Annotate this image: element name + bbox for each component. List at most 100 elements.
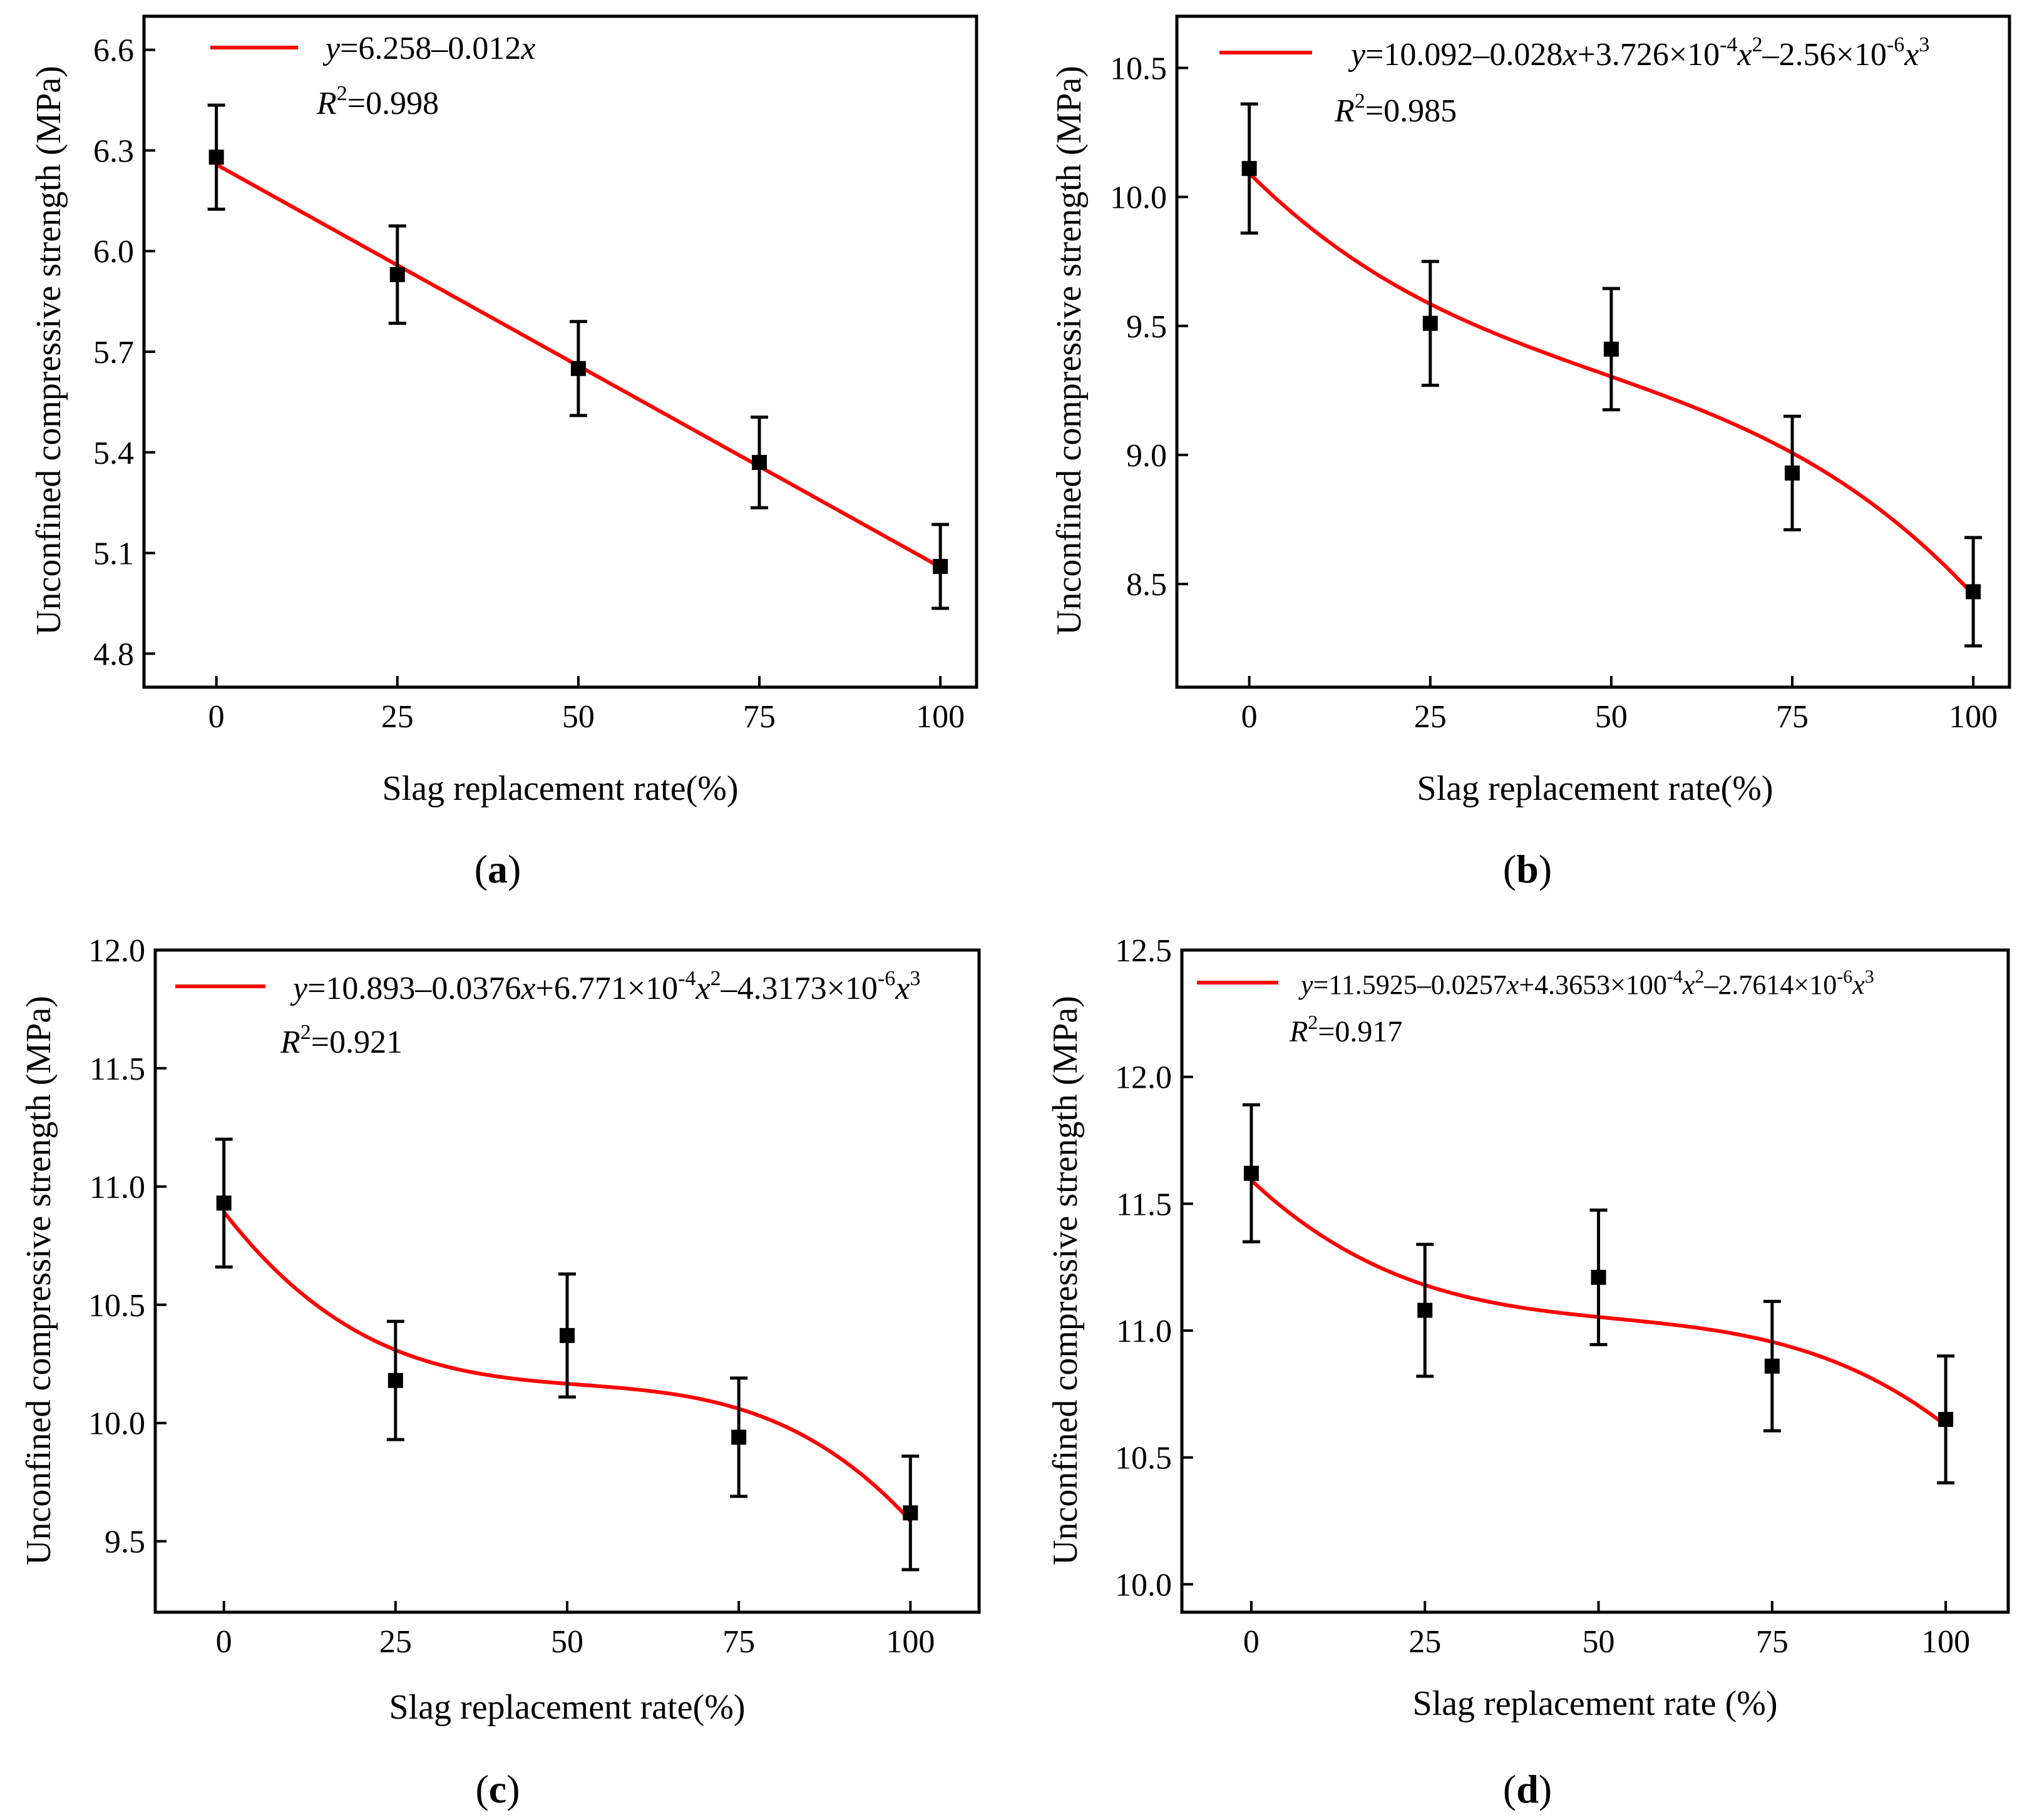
x-tick-label: 50 <box>551 1624 583 1660</box>
x-tick-label: 50 <box>1583 1624 1615 1660</box>
y-tick-label: 8.5 <box>1126 567 1167 603</box>
data-point <box>1785 465 1800 481</box>
panel-letter: d <box>1516 1767 1539 1811</box>
y-tick-label: 9.5 <box>105 1525 145 1560</box>
y-tick-label: 10.5 <box>88 1288 145 1324</box>
x-tick-label: 75 <box>743 699 776 735</box>
panel-caption: (b) <box>1503 847 1552 891</box>
legend-equation: y=10.893–0.0376x+6.771×10-4x2–4.3173×10-… <box>290 967 920 1006</box>
panel-d: y=11.5925–0.0257x+4.3653×100-4x2–2.7614×… <box>1046 948 2010 1811</box>
y-tick-label: 5.4 <box>93 436 134 471</box>
plot-frame <box>1180 948 2010 1614</box>
y-tick-label: 11.0 <box>1116 1314 1172 1349</box>
data-point <box>933 559 948 575</box>
x-tick-label: 25 <box>381 699 414 735</box>
legend-r2: R2=0.921 <box>280 1021 403 1060</box>
x-tick-label: 100 <box>1921 1624 1970 1660</box>
data-point <box>1966 584 1981 600</box>
x-tick-label: 75 <box>1776 699 1809 735</box>
panel-letter: a <box>488 847 508 891</box>
panel-letter: b <box>1516 847 1539 891</box>
x-tick-label: 0 <box>208 699 225 735</box>
y-tick-label: 6.6 <box>93 33 134 69</box>
y-tick-label: 9.5 <box>1126 309 1167 345</box>
legend-r2: R2=0.985 <box>1334 89 1457 129</box>
x-axis-label: Slag replacement rate(%) <box>382 769 738 808</box>
data-point <box>903 1505 918 1521</box>
data-point <box>752 454 767 470</box>
svg-text:(b): (b) <box>1503 847 1552 891</box>
x-axis-label: Slag replacement rate(%) <box>1417 769 1773 808</box>
y-tick-label: 6.3 <box>93 133 134 169</box>
data-point <box>1417 1302 1433 1318</box>
panel-caption: (c) <box>475 1767 520 1811</box>
x-tick-label: 50 <box>1595 699 1628 735</box>
legend: y=10.092–0.028x+3.726×10-4x2–2.56×10-6x3… <box>1219 33 1929 129</box>
y-tick-label: 11.5 <box>1116 1187 1172 1222</box>
legend-r2: R2=0.998 <box>316 82 439 121</box>
svg-text:(d): (d) <box>1503 1767 1552 1811</box>
data-point <box>731 1429 747 1445</box>
y-tick-label: 12.5 <box>1115 933 1172 969</box>
y-tick-label: 4.8 <box>93 636 134 672</box>
legend: y=10.893–0.0376x+6.771×10-4x2–4.3173×10-… <box>175 967 920 1060</box>
y-tick-label: 10.0 <box>1110 180 1167 216</box>
panel-b: y=10.092–0.028x+3.726×10-4x2–2.56×10-6x3… <box>1050 14 2011 891</box>
plot-frame <box>142 14 978 689</box>
x-tick-label: 100 <box>916 699 965 735</box>
data-point <box>1764 1358 1780 1374</box>
x-tick-label: 100 <box>886 1624 935 1660</box>
panel-caption: (d) <box>1503 1767 1552 1811</box>
data-point <box>570 360 586 376</box>
svg-text:(c): (c) <box>475 1767 520 1811</box>
y-tick-label: 12.0 <box>88 933 145 969</box>
y-tick-label: 10.5 <box>1110 51 1167 86</box>
y-axis-label: Unconfined compressive strength (MPa) <box>29 66 68 635</box>
x-tick-label: 25 <box>1409 1624 1441 1660</box>
data-point <box>1243 1165 1259 1181</box>
y-axis-label: Unconfined compressive strength (MPa) <box>1050 66 1089 635</box>
legend-equation: y=10.092–0.028x+3.726×10-4x2–2.56×10-6x3 <box>1348 33 1929 73</box>
y-tick-label: 5.7 <box>93 335 134 371</box>
y-tick-label: 6.0 <box>93 234 134 270</box>
data-point <box>1603 341 1619 357</box>
x-tick-label: 0 <box>216 1624 232 1660</box>
svg-text:(a): (a) <box>475 847 521 891</box>
x-tick-label: 50 <box>562 699 595 735</box>
x-axis-label: Slag replacement rate(%) <box>389 1688 745 1727</box>
legend-equation: y=6.258–0.012x <box>322 31 536 66</box>
x-tick-label: 75 <box>1756 1624 1788 1660</box>
y-tick-label: 10.0 <box>1115 1567 1172 1603</box>
y-tick-label: 5.1 <box>93 536 134 572</box>
y-axis-label: Unconfined compressive strength (MPa) <box>1046 996 1085 1565</box>
chart-marks-d: 0 25 50 75 100 10.0 10.5 11.0 11.5 12.0 12.5 <box>1115 933 1970 1660</box>
data-point <box>1938 1411 1954 1427</box>
y-tick-label: 9.0 <box>1126 438 1167 474</box>
panel-letter: c <box>489 1767 506 1811</box>
legend-equation: y=11.5925–0.0257x+4.3653×100-4x2–2.7614×… <box>1298 966 1874 1000</box>
data-point <box>1422 315 1438 331</box>
chart-marks-c: 0 25 50 75 100 9.5 10.0 10.5 11.0 11.5 12.0 <box>88 933 935 1660</box>
data-point <box>208 150 224 165</box>
chart-marks-b: 0 25 50 75 100 8.5 9.0 9.5 10.0 10.5 <box>1110 51 1998 735</box>
data-point <box>216 1195 232 1211</box>
data-point <box>1241 161 1257 176</box>
x-tick-label: 75 <box>722 1624 755 1660</box>
chart-marks-a: 0 25 50 75 100 4.8 5.1 5.4 5.7 6.0 6.3 6.6 <box>93 33 965 735</box>
y-tick-label: 11.5 <box>90 1051 145 1087</box>
data-point <box>1591 1269 1606 1285</box>
y-tick-label: 10.0 <box>88 1406 145 1442</box>
x-tick-label: 0 <box>1243 1624 1260 1660</box>
x-tick-label: 100 <box>1949 699 1998 735</box>
y-tick-label: 12.0 <box>1115 1060 1172 1096</box>
x-tick-label: 25 <box>1414 699 1447 735</box>
panel-a: y=6.258–0.012x R2=0.998 Unconfined compr… <box>29 14 978 891</box>
y-tick-label: 10.5 <box>1115 1441 1172 1476</box>
legend: y=11.5925–0.0257x+4.3653×100-4x2–2.7614×… <box>1197 966 1874 1048</box>
y-axis-label: Unconfined compressive strength (MPa) <box>19 996 58 1565</box>
data-point <box>560 1327 575 1343</box>
data-point <box>389 267 405 282</box>
panel-c: y=10.893–0.0376x+6.771×10-4x2–4.3173×10-… <box>19 948 981 1811</box>
y-tick-label: 11.0 <box>90 1170 145 1205</box>
